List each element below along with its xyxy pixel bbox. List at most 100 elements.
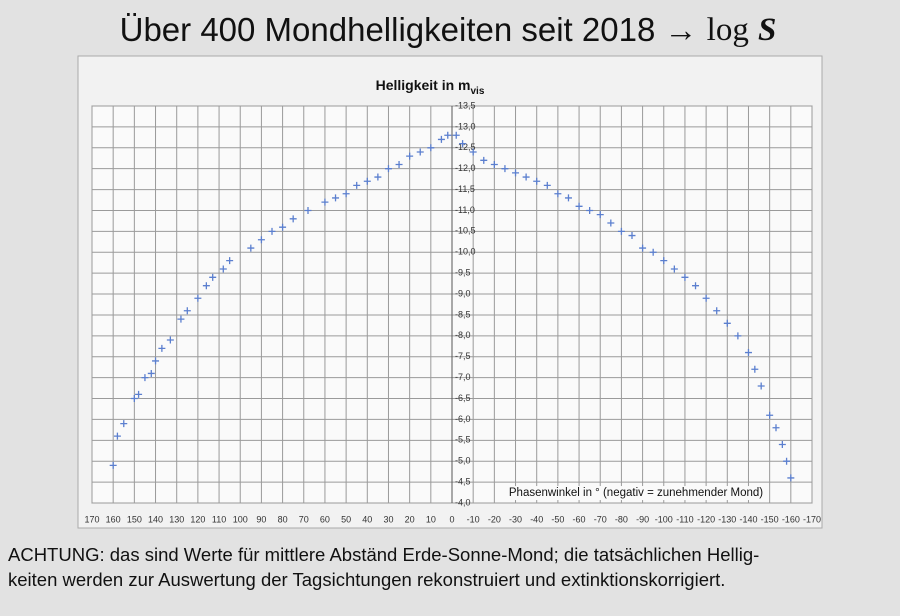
y-tick-label: -5,5 <box>455 435 471 445</box>
chart-title-text: Helligkeit in m <box>376 77 471 93</box>
data-point <box>787 474 795 482</box>
data-point <box>744 349 752 357</box>
data-point <box>649 248 657 256</box>
data-point <box>177 315 185 323</box>
x-tick-label: -170 <box>803 514 821 524</box>
data-point <box>120 420 128 428</box>
x-tick-label: -80 <box>615 514 628 524</box>
x-axis-label: Phasenwinkel in ° (negativ = zunehmender… <box>509 487 763 499</box>
data-point <box>617 227 625 235</box>
data-point <box>783 457 791 465</box>
data-point <box>778 440 786 448</box>
x-tick-label: 160 <box>106 514 121 524</box>
data-point <box>501 165 509 173</box>
data-point <box>723 319 731 327</box>
x-tick-label: -50 <box>551 514 564 524</box>
data-point <box>109 461 117 469</box>
data-point <box>395 161 403 169</box>
data-point <box>628 232 636 240</box>
title-text: Über 400 Mondhelligkeiten seit 2018 → <box>120 11 698 48</box>
data-point <box>554 190 562 198</box>
data-point <box>757 382 765 390</box>
x-tick-label: 20 <box>405 514 415 524</box>
data-point <box>130 395 138 403</box>
x-tick-label: -30 <box>509 514 522 524</box>
x-tick-label: -140 <box>739 514 757 524</box>
x-tick-label: -70 <box>594 514 607 524</box>
data-point <box>194 294 202 302</box>
data-point <box>219 265 227 273</box>
x-tick-label: 90 <box>256 514 266 524</box>
x-tick-label: -40 <box>530 514 543 524</box>
data-point <box>533 177 541 185</box>
x-tick-label: -100 <box>655 514 673 524</box>
y-tick-label: -9,0 <box>455 288 471 298</box>
data-point <box>268 227 276 235</box>
data-point <box>166 336 174 344</box>
y-tick-label: -13,5 <box>455 100 476 110</box>
title-symbol: S <box>758 12 776 48</box>
data-point <box>363 177 371 185</box>
y-tick-label: -4,5 <box>455 476 471 486</box>
data-point <box>257 236 265 244</box>
x-tick-label: 80 <box>278 514 288 524</box>
data-point <box>374 173 382 181</box>
x-tick-label: 50 <box>341 514 351 524</box>
x-tick-label: 100 <box>233 514 248 524</box>
y-tick-label: -7,5 <box>455 351 471 361</box>
data-point <box>353 181 361 189</box>
data-point <box>480 156 488 164</box>
x-tick-label: -160 <box>782 514 800 524</box>
data-point <box>202 282 210 290</box>
x-tick-label: 120 <box>190 514 205 524</box>
data-point <box>147 369 155 377</box>
footer-line: ACHTUNG: das sind Werte für mittlere Abs… <box>8 544 759 565</box>
data-point <box>702 294 710 302</box>
y-tick-label: -10,0 <box>455 247 476 257</box>
data-point <box>692 282 700 290</box>
y-tick-label: -12,5 <box>455 142 476 152</box>
data-point <box>342 190 350 198</box>
x-label-background <box>505 486 767 501</box>
x-tick-label: 140 <box>148 514 163 524</box>
x-tick-label: -110 <box>676 514 693 524</box>
y-tick-label: -5,0 <box>455 456 471 466</box>
x-tick-label: 10 <box>426 514 436 524</box>
data-point <box>437 135 445 143</box>
x-tick-label: -120 <box>697 514 715 524</box>
x-tick-label: -130 <box>718 514 736 524</box>
y-tick-label: -12,0 <box>455 163 476 173</box>
x-tick-label: -60 <box>573 514 586 524</box>
data-point <box>332 194 340 202</box>
x-tick-label: 150 <box>127 514 142 524</box>
y-tick-label: -11,5 <box>455 184 475 194</box>
data-point <box>660 257 668 265</box>
data-point <box>444 131 452 139</box>
x-tick-label: -150 <box>761 514 779 524</box>
data-point <box>427 144 435 152</box>
data-point <box>575 202 583 210</box>
data-point <box>416 148 424 156</box>
data-point <box>469 148 477 156</box>
data-point <box>452 131 460 139</box>
slide-title: Über 400 Mondhelligkeiten seit 2018 → lo… <box>120 11 777 48</box>
y-tick-label: -9,5 <box>455 268 471 278</box>
data-point <box>384 165 392 173</box>
data-point <box>183 307 191 315</box>
x-tick-label: 60 <box>320 514 330 524</box>
x-tick-label: 70 <box>299 514 309 524</box>
x-tick-label: 30 <box>383 514 393 524</box>
data-point <box>209 273 217 281</box>
data-point <box>681 273 689 281</box>
data-point <box>639 244 647 252</box>
chart-title-subscript: vis <box>471 86 485 97</box>
x-tick-label: 40 <box>362 514 372 524</box>
data-point <box>586 206 594 214</box>
data-point <box>247 244 255 252</box>
data-point <box>279 223 287 231</box>
y-tick-label: -10,5 <box>455 226 476 236</box>
y-tick-label: -6,0 <box>455 414 471 424</box>
footer-line: keiten werden zur Auswertung der Tagsich… <box>8 569 725 590</box>
data-point <box>596 211 604 219</box>
